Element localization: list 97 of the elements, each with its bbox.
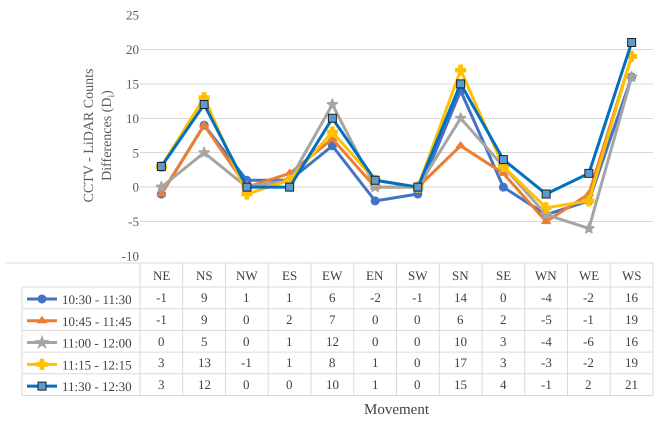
data-label: 3 — [158, 355, 164, 370]
x-tick-label: WN — [535, 268, 558, 283]
data-label: -1 — [156, 290, 167, 305]
data-label: 3 — [500, 355, 506, 370]
data-label: -4 — [541, 290, 552, 305]
data-label: 0 — [372, 334, 378, 349]
data-label: -2 — [370, 290, 381, 305]
data-label: 10 — [326, 377, 339, 392]
data-label: 6 — [457, 312, 464, 327]
data-label: 2 — [500, 312, 506, 327]
data-label: 0 — [243, 312, 250, 327]
y-tick-label: 15 — [126, 76, 139, 92]
x-tick-label: WE — [579, 268, 600, 283]
data-label: 2 — [585, 377, 592, 392]
data-label: 2 — [286, 312, 292, 327]
point — [456, 141, 466, 148]
legend-label: 11:00 - 12:00 — [62, 336, 132, 351]
point — [454, 112, 467, 124]
data-label: 21 — [625, 377, 638, 392]
data-label: 9 — [201, 312, 208, 327]
data-label: 1 — [286, 334, 292, 349]
legend-label: 11:30 - 12:30 — [62, 379, 132, 394]
data-label: -1 — [412, 290, 423, 305]
data-label: 0 — [372, 312, 378, 327]
data-label: -5 — [541, 312, 552, 327]
data-label: -4 — [541, 334, 552, 349]
data-label: 13 — [198, 355, 211, 370]
y-tick-label: 10 — [126, 110, 139, 126]
point — [326, 126, 338, 138]
data-label: -1 — [583, 312, 594, 327]
data-label: 10 — [454, 334, 467, 349]
data-label: 0 — [414, 334, 420, 349]
legend-label: 11:15 - 12:15 — [62, 357, 132, 372]
point — [498, 182, 508, 192]
data-label: 5 — [201, 334, 208, 349]
x-tick-label: EN — [366, 268, 384, 283]
y-tick-label: 25 — [126, 8, 139, 23]
point — [540, 202, 552, 214]
data-label: 6 — [329, 290, 336, 305]
data-label: 3 — [500, 334, 506, 349]
data-label: 8 — [329, 355, 336, 370]
data-label: 17 — [454, 355, 468, 370]
y-tick-label: -5 — [128, 214, 139, 230]
data-label: -1 — [241, 355, 252, 370]
x-tick-label: ES — [282, 268, 298, 283]
data-label: 16 — [625, 290, 638, 305]
y-tick-label: 20 — [126, 42, 139, 57]
data-label: -1 — [156, 312, 167, 327]
data-label: -6 — [583, 334, 594, 349]
text: Movement — [364, 402, 430, 418]
point — [370, 196, 380, 206]
x-tick-label: SW — [408, 268, 428, 283]
data-label: 7 — [329, 312, 336, 327]
x-tick-label: NS — [196, 268, 213, 283]
point — [455, 64, 466, 76]
data-label: 1 — [286, 290, 292, 305]
point — [155, 180, 168, 192]
data-label: -1 — [541, 377, 552, 392]
x-tick-label: WS — [622, 268, 642, 283]
y-tick-label: -10 — [122, 248, 139, 264]
data-label: 0 — [243, 334, 250, 349]
data-label: 12 — [326, 334, 339, 349]
data-label: 0 — [158, 334, 164, 349]
data-label: 12 — [198, 377, 211, 392]
data-label: 15 — [454, 377, 467, 392]
y-tick-label: 5 — [132, 145, 139, 160]
data-label: -2 — [583, 290, 594, 305]
data-label: 1 — [372, 355, 378, 370]
x-tick-label: SE — [496, 268, 512, 283]
point — [541, 217, 552, 224]
data-label: 1 — [286, 355, 292, 370]
data-label: -2 — [583, 355, 594, 370]
x-tick-label: SN — [452, 268, 470, 283]
data-label: -3 — [541, 355, 552, 370]
data-label: 0 — [243, 377, 250, 392]
data-label: 3 — [158, 377, 164, 392]
x-tick-label: EW — [322, 268, 343, 283]
data-label: 0 — [500, 290, 506, 305]
y-tick-label: 0 — [132, 180, 139, 195]
legend-label: 10:45 - 11:45 — [62, 314, 132, 329]
data-label: 1 — [372, 377, 378, 392]
data-label: 4 — [500, 377, 507, 392]
point — [198, 146, 210, 158]
data-label: 0 — [286, 377, 292, 392]
data-label: 16 — [625, 334, 638, 349]
data-label: 9 — [201, 290, 208, 305]
x-tick-label: NW — [236, 268, 258, 283]
data-label: 0 — [414, 377, 420, 392]
data-label: 14 — [454, 290, 468, 305]
data-label: 0 — [414, 355, 420, 370]
data-label: 19 — [625, 355, 638, 370]
x-tick-label: NE — [153, 268, 170, 283]
legend-label: 10:30 - 11:30 — [62, 292, 132, 308]
data-label: 0 — [414, 312, 420, 327]
data-label: 19 — [625, 312, 638, 327]
data-label: 1 — [243, 290, 250, 305]
point — [326, 98, 338, 110]
